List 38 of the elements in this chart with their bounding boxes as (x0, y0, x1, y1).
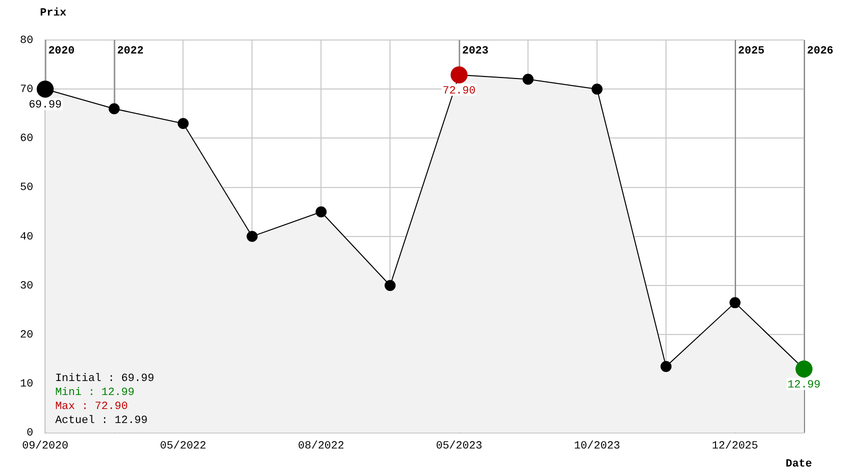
annotation: Max : 72.90 (55, 401, 128, 414)
annotation: 2025 (738, 45, 765, 58)
point (316, 206, 327, 218)
annotation: 2020 (48, 45, 75, 58)
y-tick-label: 40 (20, 231, 34, 244)
text: 2026 (807, 45, 834, 58)
x-axis-title: Date (786, 458, 812, 470)
data-label: 12.99 (787, 379, 821, 392)
y-tick-label: 0 (26, 428, 34, 440)
point (730, 297, 741, 308)
point (108, 103, 120, 114)
point (178, 118, 189, 129)
y-tick-label: 80 (20, 34, 34, 47)
point (660, 361, 672, 372)
annotation: Initial : 69.99 (55, 373, 154, 386)
x-tick-label: 05/2022 (160, 440, 206, 452)
annotation: 2023 (462, 45, 489, 58)
point (592, 84, 603, 95)
annotation: 2022 (117, 45, 144, 58)
x-tick-label: 10/2023 (574, 440, 620, 452)
annotation: Actuel : 12.99 (55, 415, 148, 428)
y-tick-label: 50 (20, 182, 34, 194)
x-tick-label: 08/2022 (298, 440, 344, 452)
x-tick-label: 05/2023 (436, 440, 482, 452)
point (384, 280, 396, 291)
y-tick-label: 10 (20, 378, 34, 391)
y-tick-label: 30 (20, 280, 34, 292)
data-label: 72.90 (442, 85, 476, 98)
point (246, 230, 258, 242)
y-tick-label: 60 (20, 133, 34, 146)
y-axis-title: Prix (40, 7, 67, 20)
annotation: Mini : 12.99 (55, 387, 134, 400)
x-tick-label: 09/2020 (22, 440, 68, 452)
y-tick-label: 70 (20, 84, 34, 96)
x-tick-label: 12/2025 (712, 440, 758, 452)
y-tick-label: 20 (20, 330, 34, 342)
data-label: 69.99 (28, 100, 62, 112)
point (522, 74, 534, 85)
